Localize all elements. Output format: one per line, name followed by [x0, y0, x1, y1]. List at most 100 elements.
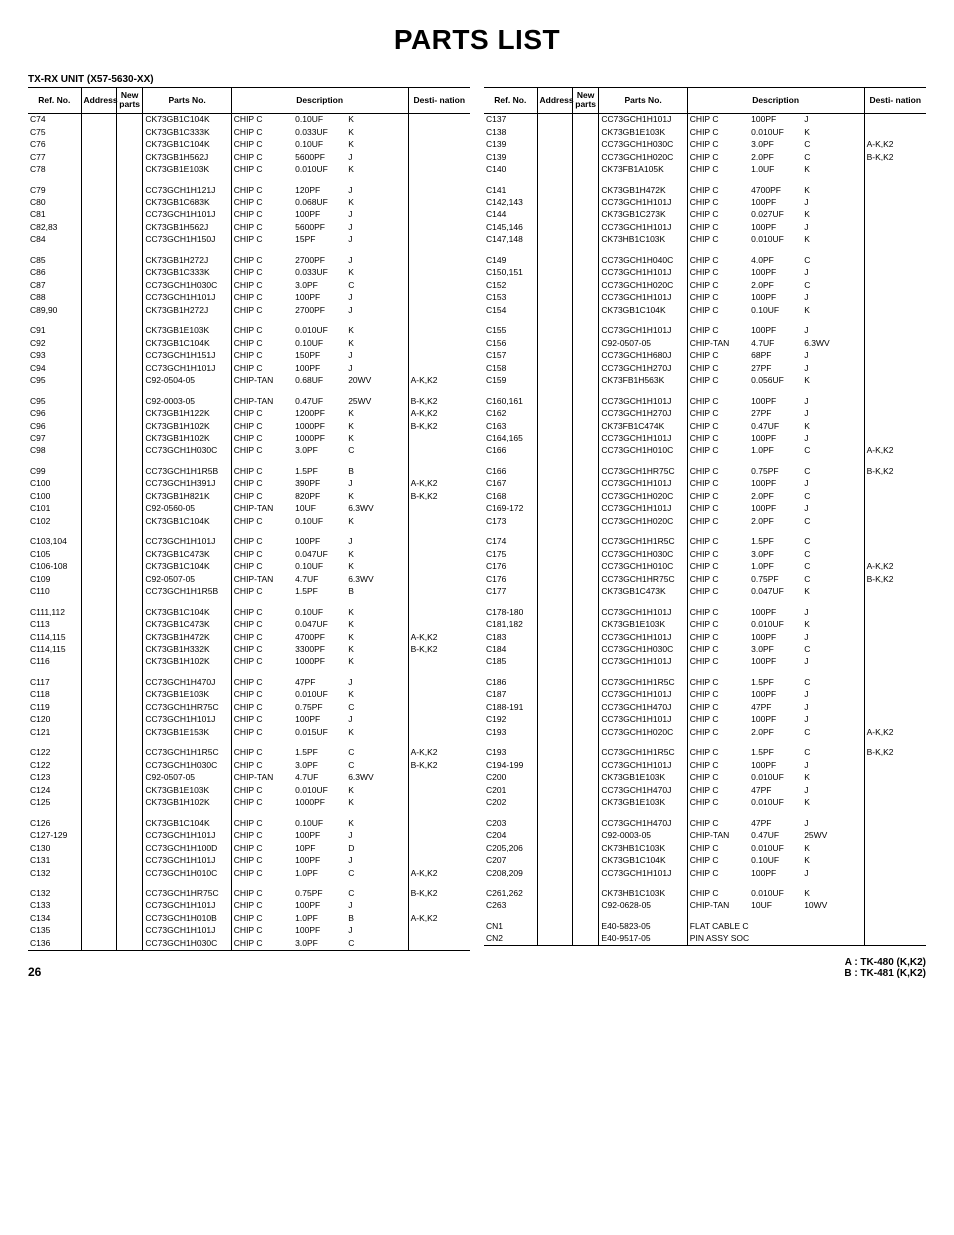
cell: C97: [28, 432, 81, 444]
cell: [408, 726, 470, 738]
cell: 100PF: [749, 714, 802, 726]
cell: 100PF: [293, 830, 346, 842]
cell: 47PF: [749, 784, 802, 796]
cell: [864, 395, 926, 407]
cell: CHIP-TAN: [231, 573, 293, 585]
cell: [408, 586, 470, 598]
cell: CK73GB1C104K: [143, 817, 231, 829]
col-ref-no: Ref. No.: [28, 88, 81, 114]
cell: CHIP C: [231, 465, 293, 477]
cell: 5600PF: [293, 221, 346, 233]
cell: 0.75PF: [293, 701, 346, 713]
cell: CHIP C: [231, 701, 293, 713]
table-row: C100CC73GCH1H391JCHIP C390PFJA-K,K2: [28, 478, 470, 490]
table-row: C130CC73GCH1H100DCHIP C10PFD: [28, 842, 470, 854]
cell: [81, 842, 116, 854]
cell: C96: [28, 420, 81, 432]
cell: [864, 689, 926, 701]
cell: K: [346, 619, 408, 631]
cell: CHIP C: [687, 619, 749, 631]
cell: CHIP C: [231, 478, 293, 490]
cell: 0.047UF: [293, 619, 346, 631]
cell: [81, 855, 116, 867]
table-row: C193CC73GCH1H020CCHIP C2.0PFCA-K,K2: [484, 726, 926, 738]
cell: 6.3WV: [346, 503, 408, 515]
cell: [116, 254, 143, 266]
cell: CHIP C: [687, 325, 749, 337]
cell: 4700PF: [293, 631, 346, 643]
cell: C78: [28, 164, 81, 176]
cell: CHIP C: [231, 113, 293, 126]
cell: K: [802, 375, 864, 387]
cell: [537, 184, 572, 196]
cell: [408, 254, 470, 266]
cell: CHIP C: [687, 267, 749, 279]
cell: 0.068UF: [293, 197, 346, 209]
table-row: C160,161CC73GCH1H101JCHIP C100PFJ: [484, 395, 926, 407]
table-row: C203CC73GCH1H470JCHIP C47PFJ: [484, 817, 926, 829]
cell: C91: [28, 325, 81, 337]
cell: CHIP C: [231, 726, 293, 738]
cell: B-K,K2: [408, 759, 470, 771]
cell: 25WV: [346, 395, 408, 407]
table-row: C135CC73GCH1H101JCHIP C100PFJ: [28, 925, 470, 937]
cell: 100PF: [749, 113, 802, 126]
cell: C95: [28, 395, 81, 407]
cell: CC73GCH1H100D: [143, 842, 231, 854]
cell: C166: [484, 465, 537, 477]
cell: 1000PF: [293, 797, 346, 809]
cell: [572, 933, 599, 946]
cell: [81, 126, 116, 138]
cell: [572, 772, 599, 784]
cell: C126: [28, 817, 81, 829]
cell: C185: [484, 656, 537, 668]
cell: [81, 151, 116, 163]
cell: CK73GB1C273K: [599, 209, 687, 221]
table-row: C127-129CC73GCH1H101JCHIP C100PFJ: [28, 830, 470, 842]
cell: CHIP C: [687, 726, 749, 738]
cell: CHIP C: [687, 164, 749, 176]
cell: [537, 164, 572, 176]
cell: CK73FB1A105K: [599, 164, 687, 176]
cell: CHIP-TAN: [231, 503, 293, 515]
cell: C119: [28, 701, 81, 713]
cell: CHIP C: [687, 490, 749, 502]
cell: C208,209: [484, 867, 537, 879]
table-row: [28, 176, 470, 184]
cell: [116, 292, 143, 304]
cell: C134: [28, 912, 81, 924]
cell: [537, 304, 572, 316]
cell: [81, 395, 116, 407]
cell: C122: [28, 747, 81, 759]
cell: [537, 759, 572, 771]
cell: [116, 503, 143, 515]
cell: J: [802, 784, 864, 796]
cell: [81, 606, 116, 618]
cell: B-K,K2: [864, 747, 926, 759]
cell: C142,143: [484, 197, 537, 209]
cell: C99: [28, 465, 81, 477]
cell: 0.010UF: [293, 325, 346, 337]
table-row: C122CC73GCH1H1R5CCHIP C1.5PFCA-K,K2: [28, 747, 470, 759]
table-row: C119CC73GCH1HR75CCHIP C0.75PFC: [28, 701, 470, 713]
cell: CC73GCH1H101J: [599, 631, 687, 643]
cell: [572, 126, 599, 138]
cell: K: [346, 197, 408, 209]
cell: CC73GCH1H010C: [599, 561, 687, 573]
cell: [864, 234, 926, 246]
cell: J: [802, 325, 864, 337]
cell: 47PF: [749, 701, 802, 713]
cell: CC73GCH1H020C: [599, 490, 687, 502]
cell: [116, 548, 143, 560]
cell: CHIP C: [687, 395, 749, 407]
table-row: [28, 809, 470, 817]
cell: [116, 234, 143, 246]
cell: C192: [484, 714, 537, 726]
cell: CHIP C: [231, 586, 293, 598]
cell: [572, 606, 599, 618]
cell: CC73GCH1H030C: [143, 937, 231, 950]
cell: C93: [28, 350, 81, 362]
table-row: C99CC73GCH1H1R5BCHIP C1.5PFB: [28, 465, 470, 477]
cell: 6.3WV: [346, 573, 408, 585]
cell: C: [802, 139, 864, 151]
